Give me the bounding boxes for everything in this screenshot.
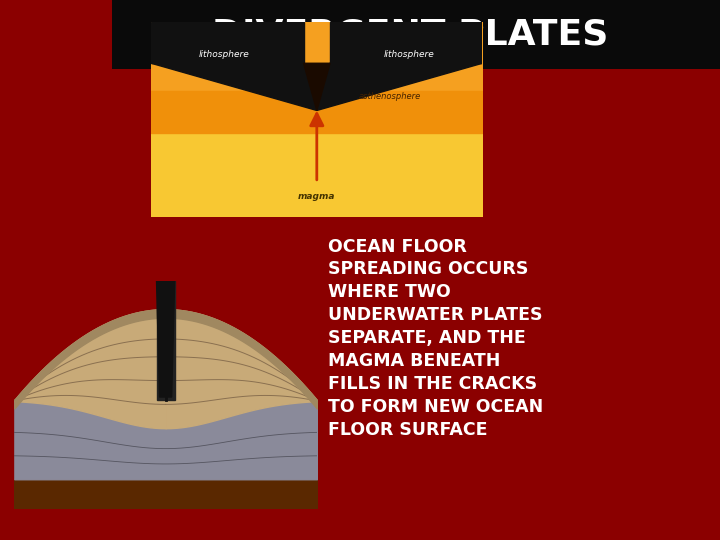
Polygon shape — [330, 22, 482, 63]
Text: magma: magma — [298, 192, 336, 201]
Text: DIVERGENT PLATES: DIVERGENT PLATES — [212, 18, 608, 51]
Polygon shape — [151, 63, 317, 111]
Polygon shape — [304, 63, 330, 111]
Polygon shape — [151, 22, 304, 63]
Text: lithosphere: lithosphere — [199, 50, 249, 59]
Polygon shape — [156, 281, 175, 397]
Polygon shape — [60, 408, 271, 465]
Polygon shape — [156, 281, 175, 400]
Text: OCEAN FLOOR
SPREADING OCCURS
WHERE TWO
UNDERWATER PLATES
SEPARATE, AND THE
MAGMA: OCEAN FLOOR SPREADING OCCURS WHERE TWO U… — [328, 238, 543, 439]
Text: lithosphere: lithosphere — [384, 50, 435, 59]
Bar — [112, 0, 720, 69]
Text: asthenosphere: asthenosphere — [359, 92, 420, 101]
Polygon shape — [317, 63, 482, 111]
Polygon shape — [14, 386, 317, 480]
